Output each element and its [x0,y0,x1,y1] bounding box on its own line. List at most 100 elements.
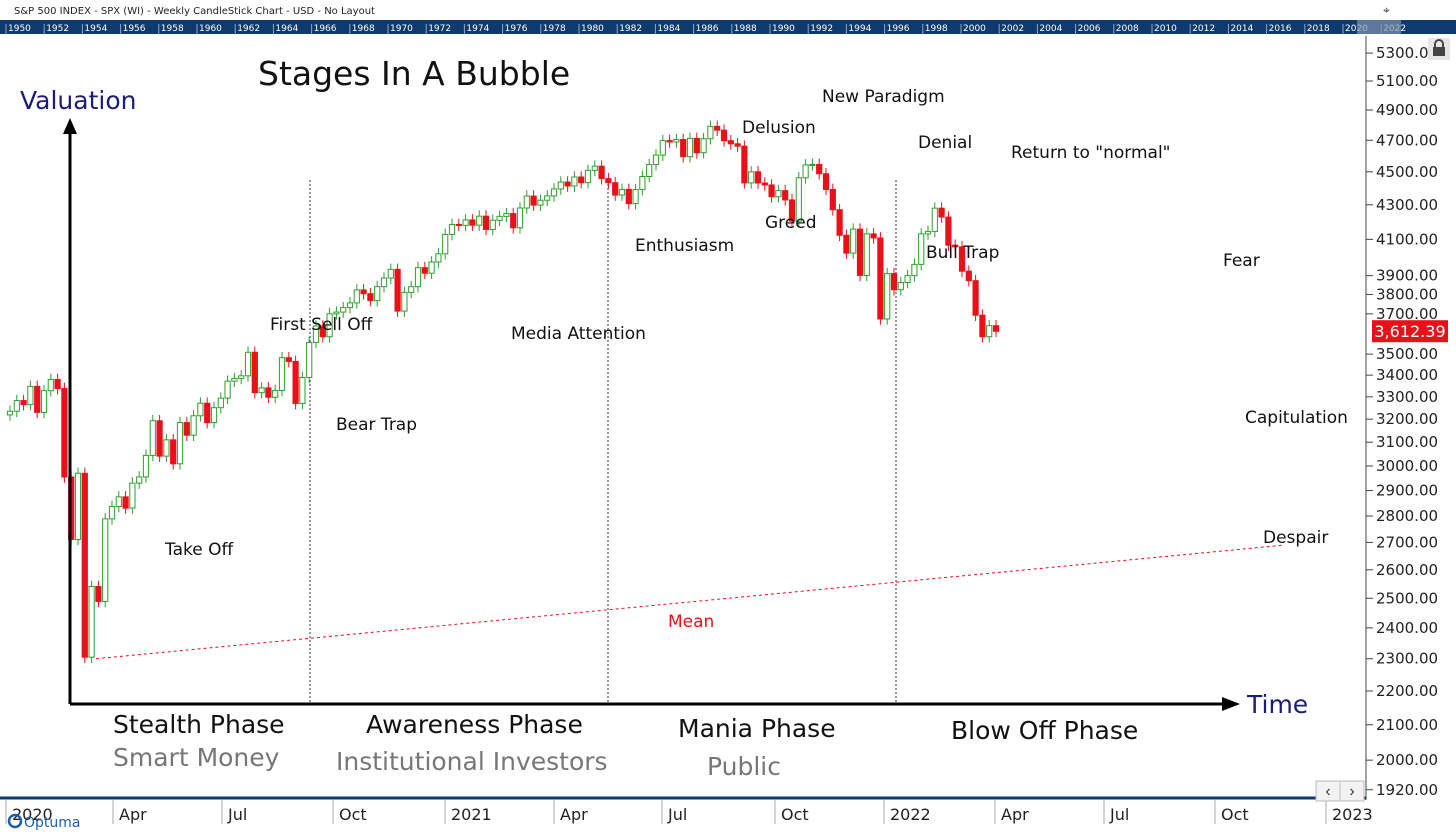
price-tick-label: 4900.00 [1376,101,1438,119]
candle [496,210,503,227]
candle [13,394,20,418]
candle [986,319,993,343]
annotation-bull-trap: Bull Trap [926,243,999,263]
candle [550,183,558,202]
candle [605,172,612,189]
ruler-year-label: 1974 [466,24,489,34]
candle [802,159,809,184]
ruler-year-label: 2012 [1192,24,1215,34]
price-tick-label: 2100.00 [1376,716,1438,734]
annotation-new-paradigm: New Paradigm [822,87,945,107]
ruler-year-label: 1976 [505,24,528,34]
price-tick-label: 2500.00 [1376,589,1438,607]
candle [156,414,163,462]
candle [238,370,245,385]
candle [367,287,374,307]
candle [27,380,34,411]
candle [775,184,782,203]
ruler-year-label: 1958 [161,24,184,34]
time-tick-label: Apr [119,805,147,824]
ruler-viewport-thumb[interactable] [1357,20,1401,34]
candle [122,491,129,514]
candle [625,183,632,210]
candle [20,394,27,411]
lock-icon[interactable] [1428,38,1450,60]
candle [761,177,768,191]
candle [965,265,972,287]
candle [510,207,517,234]
annotation-bear-trap: Bear Trap [336,415,417,435]
ruler-year-label: 1962 [237,24,260,34]
candle [700,132,707,159]
price-tick-label: 2600.00 [1376,561,1438,579]
candle [326,308,333,343]
candle [598,160,605,185]
time-tick-label: Apr [560,805,588,824]
last-price-tag: 3,612.39 [1372,320,1448,343]
price-tick-label: 2200.00 [1376,682,1438,700]
x-axis-label: Time [1246,690,1308,719]
candle [659,134,666,161]
candle [958,241,966,278]
phase-awareness-participants: Institutional Investors [336,747,608,776]
candle [952,239,959,253]
candle [707,120,714,145]
phase-mania: Mania Phase [678,714,836,743]
candle [129,477,136,514]
ruler-year-label: 2002 [1001,24,1024,34]
ruler-year-label: 1966 [314,24,337,34]
ruler-year-label: 1954 [84,24,107,34]
candle [714,120,721,136]
candle [782,184,789,206]
candle [904,269,911,289]
svg-text:⌖: ⌖ [1383,3,1390,17]
candle [850,223,857,259]
time-axis-ticks: 2020 Apr Jul Oct 2021 Apr Jul Oct 2022 Apr Jul Oct 2… [5,800,1373,824]
chart-header-title: S&P 500 INDEX - SPX (WI) - Weekly Candle… [14,6,375,17]
annotation-capitulation: Capitulation [1245,408,1348,428]
ruler-year-label: 1998 [925,24,948,34]
ruler-year-label: 2020 [1345,24,1368,34]
mean-line [95,544,1285,660]
candle [190,409,197,442]
candle [95,580,102,608]
time-axis[interactable]: 2020 Apr Jul Oct 2021 Apr Jul Oct 2022 Apr Jul Oct 2… [0,796,1373,824]
candle [428,256,435,280]
candle [476,210,483,231]
price-tick-label: 4700.00 [1376,131,1438,149]
candle [938,202,945,223]
candle [81,467,88,664]
candle [217,392,224,414]
candle [523,190,530,214]
ruler-year-label: 1988 [734,24,757,34]
candle [319,320,326,343]
time-tick-label: 2023 [1332,805,1373,824]
candle [754,166,762,189]
price-axis[interactable]: 5300.0 5100.00 4900.00 4700.00 4500.00 4300.0… [1365,36,1438,800]
scroll-nav[interactable]: ‹ › [1315,780,1365,802]
year-ruler[interactable]: 1950 1952 1954 1956 1958 1960 1962 1964 1966 1968… [0,20,1456,34]
pin-icon[interactable]: ⌖ [1383,3,1390,17]
annotation-return-to-normal: Return to "normal" [1011,143,1171,163]
candle [170,434,177,470]
candle [727,134,734,150]
scroll-right-button[interactable]: › [1349,783,1354,800]
candle [360,284,367,300]
candle [618,183,626,201]
candle [612,176,619,201]
svg-text:3,612.39: 3,612.39 [1374,322,1445,341]
annotation-media-attention: Media Attention [511,324,646,344]
candle [877,232,884,325]
candle [34,380,41,419]
annotation-despair: Despair [1263,528,1328,548]
phase-mania-participants: Public [707,752,781,781]
scroll-left-button[interactable]: ‹ [1325,783,1330,800]
annotation-denial: Denial [918,133,972,153]
price-tick-label: 3700.00 [1376,305,1438,323]
ruler-year-label: 2004 [1039,24,1062,34]
candle [54,373,61,395]
candle [945,211,952,252]
candle [224,375,231,404]
candle [421,261,428,280]
candle [503,207,510,223]
